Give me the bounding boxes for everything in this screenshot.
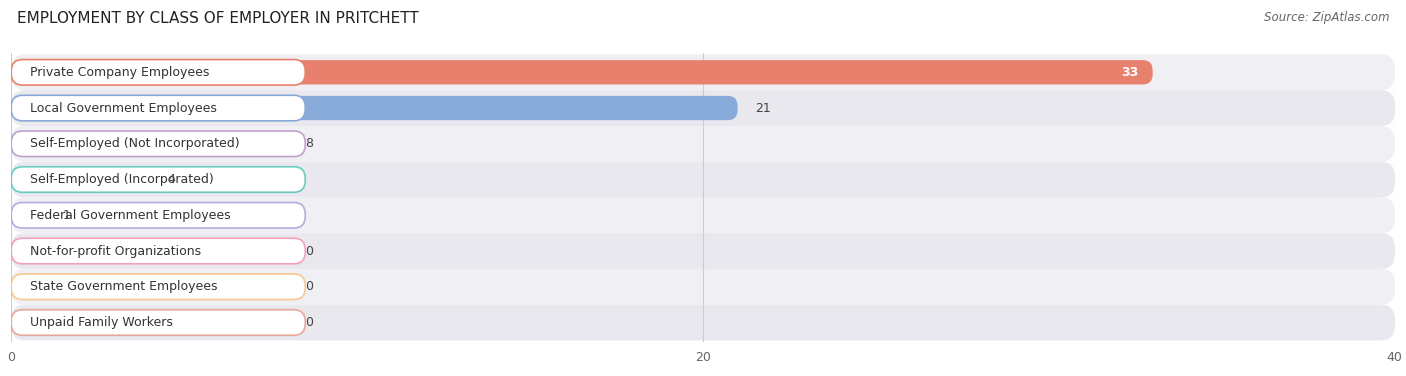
Text: Self-Employed (Incorporated): Self-Employed (Incorporated) (31, 173, 214, 186)
FancyBboxPatch shape (11, 60, 1153, 85)
Text: Local Government Employees: Local Government Employees (31, 102, 217, 115)
FancyBboxPatch shape (11, 305, 1395, 340)
Text: EMPLOYMENT BY CLASS OF EMPLOYER IN PRITCHETT: EMPLOYMENT BY CLASS OF EMPLOYER IN PRITC… (17, 11, 419, 26)
FancyBboxPatch shape (11, 55, 1395, 90)
Text: Federal Government Employees: Federal Government Employees (31, 209, 231, 222)
FancyBboxPatch shape (11, 131, 305, 156)
FancyBboxPatch shape (11, 233, 1395, 269)
FancyBboxPatch shape (11, 167, 305, 192)
Text: Not-for-profit Organizations: Not-for-profit Organizations (31, 244, 201, 258)
Text: 0: 0 (305, 244, 314, 258)
FancyBboxPatch shape (11, 59, 305, 85)
Text: Self-Employed (Not Incorporated): Self-Employed (Not Incorporated) (31, 137, 240, 150)
Text: 0: 0 (305, 280, 314, 293)
Text: Source: ZipAtlas.com: Source: ZipAtlas.com (1264, 11, 1389, 24)
FancyBboxPatch shape (11, 274, 288, 299)
Text: 21: 21 (755, 102, 770, 115)
FancyBboxPatch shape (11, 203, 305, 228)
FancyBboxPatch shape (11, 167, 149, 192)
FancyBboxPatch shape (11, 239, 288, 263)
Text: 8: 8 (305, 137, 314, 150)
Text: State Government Employees: State Government Employees (31, 280, 218, 293)
FancyBboxPatch shape (11, 269, 1395, 305)
Text: 4: 4 (167, 173, 174, 186)
FancyBboxPatch shape (11, 90, 1395, 126)
FancyBboxPatch shape (11, 203, 46, 227)
FancyBboxPatch shape (11, 197, 1395, 233)
FancyBboxPatch shape (11, 310, 305, 335)
FancyBboxPatch shape (11, 238, 305, 264)
Text: 0: 0 (305, 316, 314, 329)
Text: 1: 1 (63, 209, 72, 222)
FancyBboxPatch shape (11, 274, 305, 300)
Text: Unpaid Family Workers: Unpaid Family Workers (31, 316, 173, 329)
FancyBboxPatch shape (11, 126, 1395, 162)
FancyBboxPatch shape (11, 95, 305, 121)
Text: 33: 33 (1122, 66, 1139, 79)
FancyBboxPatch shape (11, 310, 288, 335)
FancyBboxPatch shape (11, 162, 1395, 197)
FancyBboxPatch shape (11, 96, 738, 120)
FancyBboxPatch shape (11, 132, 288, 156)
Text: Private Company Employees: Private Company Employees (31, 66, 209, 79)
